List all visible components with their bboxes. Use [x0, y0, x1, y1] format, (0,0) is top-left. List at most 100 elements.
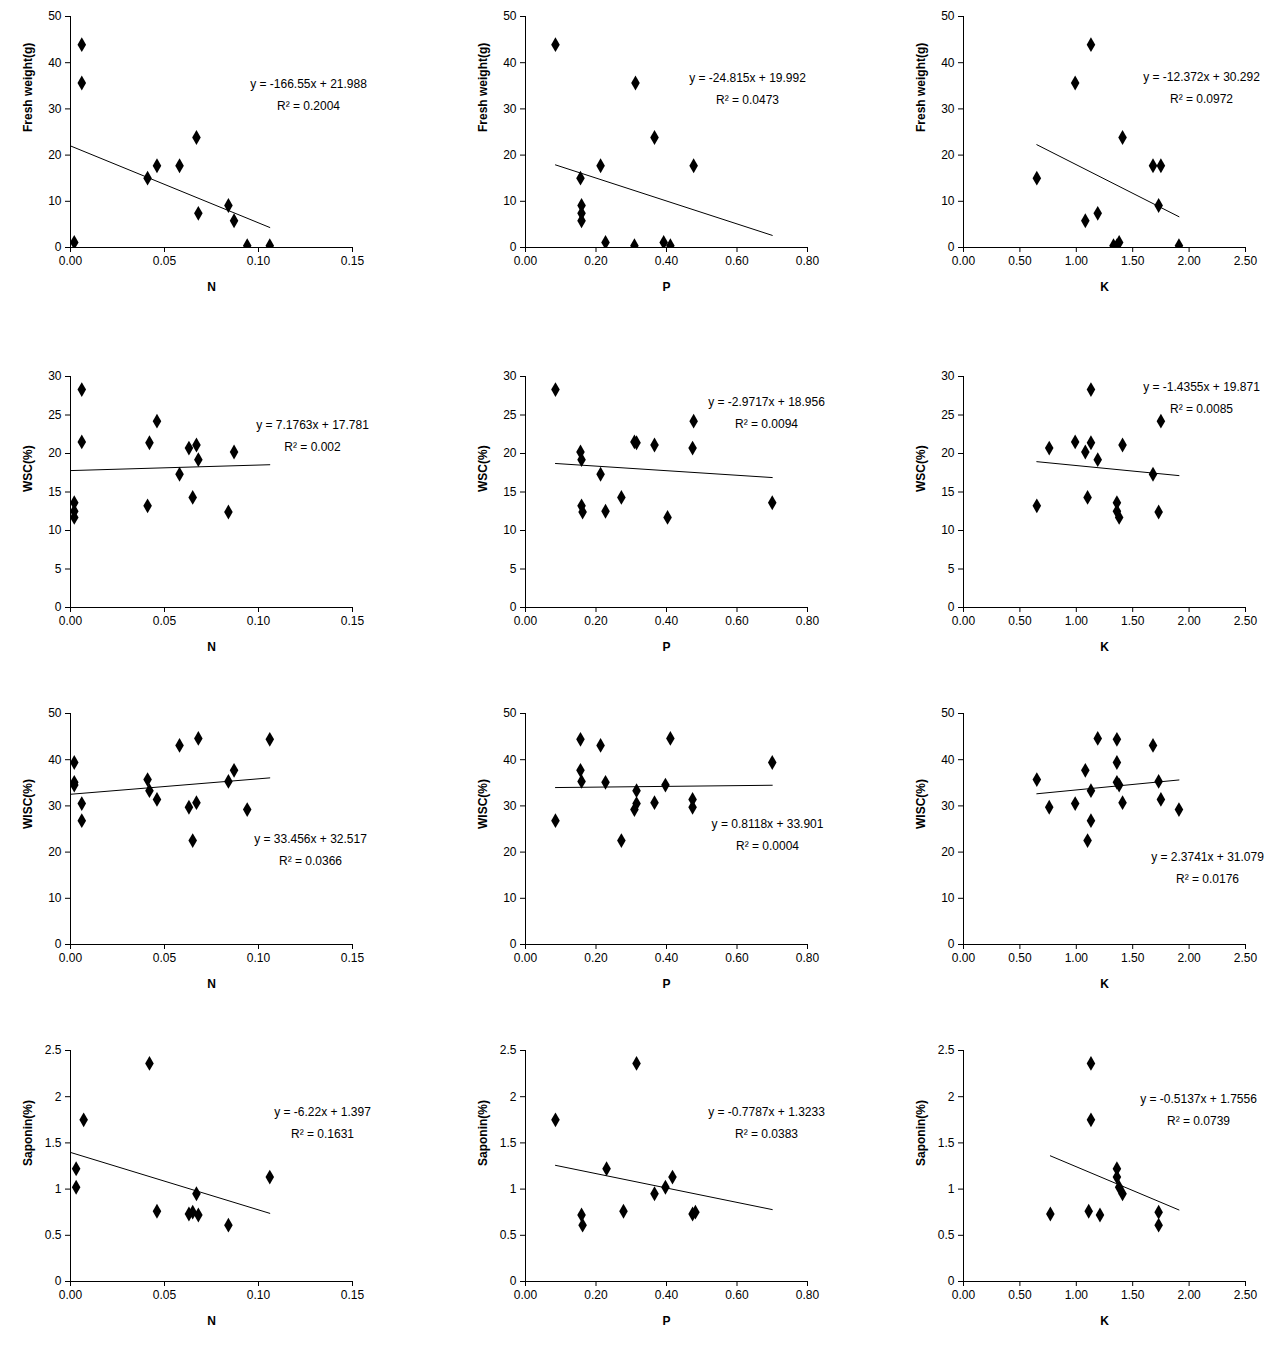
svg-text:Fresh weight(g): Fresh weight(g) [476, 43, 490, 132]
svg-text:0.40: 0.40 [655, 951, 679, 965]
svg-text:y = -166.55x + 21.988R² = 0.20: y = -166.55x + 21.988R² = 0.2004 [250, 77, 367, 114]
svg-text:0.00: 0.00 [59, 254, 83, 268]
svg-text:40: 40 [503, 753, 517, 767]
svg-text:P: P [662, 280, 670, 294]
svg-text:0.05: 0.05 [153, 614, 177, 628]
svg-text:2.50: 2.50 [1234, 951, 1258, 965]
svg-text:y = -1.4355x + 19.871R² = 0.00: y = -1.4355x + 19.871R² = 0.0085 [1143, 380, 1260, 417]
svg-text:1.50: 1.50 [1121, 1288, 1145, 1302]
svg-text:0.00: 0.00 [59, 951, 83, 965]
svg-text:0.15: 0.15 [341, 1288, 365, 1302]
svg-text:0.15: 0.15 [341, 951, 365, 965]
svg-text:30: 30 [941, 102, 955, 116]
svg-text:0.15: 0.15 [341, 254, 365, 268]
svg-text:0.15: 0.15 [341, 614, 365, 628]
svg-text:1.5: 1.5 [500, 1136, 517, 1150]
svg-text:5: 5 [510, 562, 517, 576]
svg-text:WISC(%): WISC(%) [914, 779, 928, 829]
svg-text:40: 40 [941, 56, 955, 70]
svg-text:0.00: 0.00 [952, 951, 976, 965]
svg-text:0: 0 [55, 937, 62, 951]
svg-text:0.5: 0.5 [938, 1228, 955, 1242]
svg-text:0.20: 0.20 [584, 951, 608, 965]
svg-text:2.50: 2.50 [1234, 254, 1258, 268]
svg-text:50: 50 [48, 706, 62, 720]
svg-text:25: 25 [503, 408, 517, 422]
svg-text:N: N [207, 640, 216, 654]
svg-text:K: K [1100, 977, 1109, 991]
svg-text:20: 20 [48, 845, 62, 859]
svg-text:0.80: 0.80 [796, 254, 820, 268]
svg-text:10: 10 [503, 891, 517, 905]
svg-text:0.05: 0.05 [153, 951, 177, 965]
svg-text:30: 30 [503, 369, 517, 383]
svg-text:0.40: 0.40 [655, 1288, 679, 1302]
svg-text:0.00: 0.00 [952, 614, 976, 628]
svg-text:10: 10 [941, 194, 955, 208]
svg-text:20: 20 [48, 148, 62, 162]
svg-text:0.10: 0.10 [247, 951, 271, 965]
svg-text:K: K [1100, 1314, 1109, 1328]
svg-text:0: 0 [510, 1274, 517, 1288]
svg-text:0.80: 0.80 [796, 1288, 820, 1302]
svg-text:0.00: 0.00 [514, 254, 538, 268]
svg-text:y = 2.3741x + 31.079R² = 0.017: y = 2.3741x + 31.079R² = 0.0176 [1151, 850, 1264, 887]
svg-text:0.20: 0.20 [584, 614, 608, 628]
svg-text:0.60: 0.60 [725, 254, 749, 268]
svg-text:2.50: 2.50 [1234, 1288, 1258, 1302]
svg-text:2.00: 2.00 [1177, 614, 1201, 628]
svg-text:0.05: 0.05 [153, 254, 177, 268]
svg-text:WSC(%): WSC(%) [914, 445, 928, 492]
svg-text:20: 20 [941, 845, 955, 859]
svg-text:0.10: 0.10 [247, 1288, 271, 1302]
svg-text:K: K [1100, 280, 1109, 294]
svg-text:1.50: 1.50 [1121, 614, 1145, 628]
svg-text:P: P [662, 640, 670, 654]
svg-text:0.05: 0.05 [153, 1288, 177, 1302]
svg-text:0.80: 0.80 [796, 614, 820, 628]
svg-text:2.00: 2.00 [1177, 1288, 1201, 1302]
svg-text:0.00: 0.00 [59, 614, 83, 628]
svg-text:y = 7.1763x + 17.781R² = 0.002: y = 7.1763x + 17.781R² = 0.002 [256, 418, 369, 455]
svg-text:1.5: 1.5 [938, 1136, 955, 1150]
svg-text:y = -24.815x + 19.992R² = 0.04: y = -24.815x + 19.992R² = 0.0473 [689, 71, 806, 108]
svg-text:1.50: 1.50 [1121, 254, 1145, 268]
svg-text:2.00: 2.00 [1177, 254, 1201, 268]
svg-text:WISC(%): WISC(%) [21, 779, 35, 829]
svg-text:50: 50 [941, 9, 955, 23]
svg-text:1.00: 1.00 [1065, 951, 1089, 965]
svg-text:10: 10 [48, 194, 62, 208]
svg-text:0.10: 0.10 [247, 254, 271, 268]
svg-text:1.5: 1.5 [45, 1136, 62, 1150]
svg-text:50: 50 [503, 9, 517, 23]
svg-text:0: 0 [510, 240, 517, 254]
svg-text:40: 40 [48, 56, 62, 70]
svg-text:Saponin(%): Saponin(%) [21, 1100, 35, 1166]
svg-text:0.00: 0.00 [514, 1288, 538, 1302]
svg-text:1.00: 1.00 [1065, 1288, 1089, 1302]
svg-text:0.5: 0.5 [45, 1228, 62, 1242]
svg-text:y = -0.5137x + 1.7556R² = 0.07: y = -0.5137x + 1.7556R² = 0.0739 [1140, 1092, 1257, 1129]
svg-text:50: 50 [48, 9, 62, 23]
svg-text:10: 10 [48, 891, 62, 905]
svg-text:WISC(%): WISC(%) [476, 779, 490, 829]
svg-text:25: 25 [48, 408, 62, 422]
svg-text:0: 0 [55, 240, 62, 254]
svg-text:0.20: 0.20 [584, 1288, 608, 1302]
svg-text:0: 0 [55, 1274, 62, 1288]
svg-text:10: 10 [941, 523, 955, 537]
svg-text:Fresh weight(g): Fresh weight(g) [914, 43, 928, 132]
svg-text:0.00: 0.00 [514, 951, 538, 965]
svg-text:40: 40 [48, 753, 62, 767]
svg-text:0.00: 0.00 [59, 1288, 83, 1302]
svg-text:2: 2 [510, 1090, 517, 1104]
svg-text:15: 15 [941, 485, 955, 499]
svg-text:0: 0 [55, 600, 62, 614]
svg-text:2: 2 [948, 1090, 955, 1104]
svg-text:30: 30 [48, 369, 62, 383]
svg-text:0.50: 0.50 [1008, 1288, 1032, 1302]
svg-text:0.60: 0.60 [725, 614, 749, 628]
svg-text:N: N [207, 280, 216, 294]
svg-text:1: 1 [55, 1182, 62, 1196]
svg-text:10: 10 [48, 523, 62, 537]
